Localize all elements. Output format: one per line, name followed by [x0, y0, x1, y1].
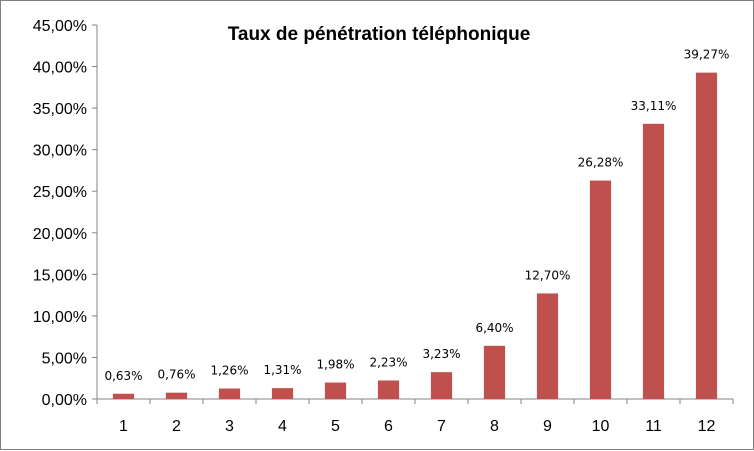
y-tick-label: 10,00%	[33, 309, 87, 326]
data-label: 33,11%	[631, 99, 677, 113]
data-label: 3,23%	[422, 347, 460, 361]
bar	[430, 372, 453, 399]
y-tick-label: 35,00%	[33, 101, 87, 118]
bar	[112, 393, 135, 399]
x-tick-label: 8	[490, 418, 499, 435]
x-tick-label: 10	[592, 418, 610, 435]
y-tick-label: 40,00%	[33, 60, 87, 77]
data-label: 6,40%	[475, 321, 513, 335]
data-label: 0,63%	[104, 369, 142, 383]
data-label: 39,27%	[684, 48, 730, 62]
data-labels: 0,63% 0,76% 1,26% 1,31% 1,98% 2,23% 3,23% 6,40%…	[104, 48, 729, 383]
x-tick-label: 2	[172, 418, 181, 435]
data-label: 12,70%	[525, 268, 571, 282]
bar	[642, 123, 665, 399]
bar	[589, 180, 612, 399]
y-tick-label: 0,00%	[42, 392, 87, 409]
y-tick-label: 15,00%	[33, 267, 87, 284]
chart-title: Taux de pénétration téléphonique	[228, 24, 531, 45]
bars	[112, 72, 718, 399]
bar	[165, 392, 188, 399]
bar	[324, 382, 347, 399]
x-tick-label: 9	[543, 418, 552, 435]
bar	[536, 293, 559, 399]
x-tick-label: 12	[698, 418, 716, 435]
y-tick-label: 25,00%	[33, 184, 87, 201]
bar	[695, 72, 718, 399]
x-axis: 1 2 3 4 5 6 7 8 9 10 11 12	[96, 398, 734, 435]
data-label: 1,26%	[210, 364, 248, 378]
data-label: 1,98%	[316, 358, 354, 372]
data-label: 2,23%	[369, 355, 407, 369]
y-tick-label: 5,00%	[42, 350, 87, 367]
x-tick-label: 3	[225, 418, 234, 435]
x-tick-label: 4	[278, 418, 287, 435]
x-tick-label: 6	[384, 418, 393, 435]
data-label: 0,76%	[157, 368, 195, 382]
bar	[483, 345, 506, 399]
data-label: 1,31%	[263, 363, 301, 377]
y-tick-label: 20,00%	[33, 226, 87, 243]
x-tick-label: 1	[119, 418, 128, 435]
data-label: 26,28%	[578, 156, 624, 170]
bar	[218, 388, 241, 399]
y-tick-label: 45,00%	[33, 18, 87, 35]
x-tick-label: 11	[645, 418, 662, 435]
y-axis: 0,00% 5,00% 10,00% 15,00% 20,00% 25,00% 30,00%…	[33, 18, 98, 409]
x-tick-label: 5	[331, 418, 340, 435]
y-tick-label: 30,00%	[33, 143, 87, 160]
bar	[271, 388, 294, 399]
x-tick-label: 7	[437, 418, 446, 435]
bar	[377, 380, 400, 399]
